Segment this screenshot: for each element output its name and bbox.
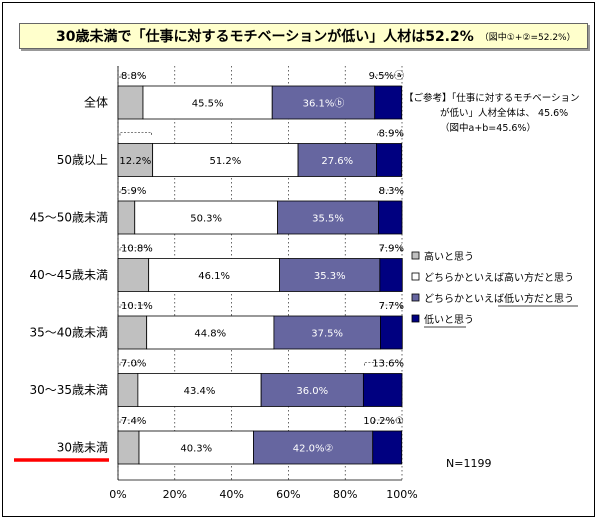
data-label: 42.0%② — [293, 444, 334, 455]
legend-swatch-somewhat-high — [411, 272, 420, 281]
bar-segment — [253, 430, 374, 465]
data-label: 27.6% — [321, 156, 353, 167]
x-tick-label: 100% — [386, 488, 417, 501]
bar-segment — [260, 373, 364, 407]
data-label: 9.5%ⓐ — [369, 70, 404, 82]
bar-segment — [117, 430, 140, 465]
data-label: 35.3% — [314, 271, 346, 282]
data-label: 44.8% — [194, 329, 226, 340]
sample-size-label: N=1199 — [446, 457, 491, 470]
legend-swatch-high — [411, 251, 420, 260]
leader-line — [379, 189, 402, 193]
data-label: 13.6% — [372, 359, 404, 370]
category-label: 全体 — [84, 95, 108, 110]
data-label: 10.8% — [121, 244, 153, 255]
x-tick-label: 80% — [333, 488, 357, 501]
legend-swatch-somewhat-low — [411, 293, 420, 302]
data-label: 10.1% — [121, 301, 153, 312]
x-tick-label: 40% — [219, 488, 243, 501]
data-label: 8.9% — [379, 129, 404, 140]
chart-title-note: （図中①+②=52.2%） — [479, 32, 576, 43]
leader-line — [381, 304, 402, 308]
reference-note-line2: が低い」人材全体は、 45.6% — [440, 107, 568, 119]
title-box: 30歳未満で「仕事に対するモチベーションが低い」人材は52.2% （図中①+②=… — [19, 23, 588, 49]
leader-line — [375, 74, 402, 78]
leader-line — [119, 362, 138, 366]
leader-line — [119, 189, 135, 193]
data-label: 10.2%① — [363, 416, 404, 427]
data-label: 7.0% — [121, 359, 146, 370]
data-label: 36.1%ⓑ — [303, 98, 345, 110]
data-label: 45.5% — [192, 99, 224, 110]
leader-line — [119, 132, 152, 136]
leader-line — [380, 247, 402, 251]
legend-label-high: 高いと思う — [424, 250, 474, 263]
bar-segment — [376, 143, 403, 177]
legend-label-low: 低いと思う — [424, 313, 474, 326]
legend-label-somewhat-low: どちらかといえば低い方だと思う — [424, 292, 574, 305]
data-label: 36.0% — [296, 386, 328, 397]
data-label: 50.3% — [190, 214, 222, 225]
bar-segment — [117, 258, 150, 292]
bar-segment — [134, 200, 279, 235]
bar-segment — [273, 315, 381, 350]
category-label: 35～40歳未満 — [29, 326, 108, 340]
reference-note-line3: （図中a+b=45.6%） — [440, 122, 536, 134]
x-tick-label: 20% — [163, 488, 187, 501]
x-tick-label: 0% — [109, 488, 126, 501]
bar-segment — [362, 373, 403, 407]
bar-segment — [372, 430, 403, 465]
legend: 高いと思う どちらかといえば高い方だと思う どちらかといえば低い方だと思う 低い… — [411, 250, 578, 328]
category-label: 30歳未満 — [57, 441, 108, 455]
data-label: 7.7% — [379, 301, 404, 312]
data-label: 43.4% — [184, 386, 216, 397]
data-label: 8.3% — [379, 186, 404, 197]
leader-line — [119, 74, 143, 78]
data-label: 12.2% — [119, 156, 151, 167]
reference-note-line1: 【ご参考】「仕事に対するモチベーション — [404, 92, 580, 104]
bar-segment — [279, 258, 381, 292]
data-label: 46.1% — [198, 271, 230, 282]
legend-swatch-low — [411, 314, 420, 323]
category-label: 30～35歳未満 — [29, 383, 108, 397]
bar-segment — [374, 85, 403, 120]
leader-line — [119, 247, 148, 251]
bar-segment — [297, 143, 377, 177]
data-label: 51.2% — [209, 156, 241, 167]
data-label: 5.9% — [121, 186, 146, 197]
category-label: 40～45歳未満 — [29, 268, 108, 282]
bar-segment — [277, 200, 379, 235]
x-tick-label: 60% — [276, 488, 300, 501]
leader-line — [364, 362, 402, 366]
bar-segment — [117, 85, 144, 120]
data-label: 37.5% — [311, 329, 343, 340]
bar-segment — [137, 373, 262, 407]
leader-line — [377, 132, 402, 136]
leader-line — [373, 419, 402, 423]
bar-segment — [148, 258, 280, 292]
data-label: 8.8% — [121, 71, 146, 82]
leader-line — [119, 304, 146, 308]
data-label: 35.5% — [312, 214, 344, 225]
bar-segment — [378, 200, 403, 235]
plot-area: 0% 20% 40% 60% 80% 100% 全体 8.8% 45.5% 36.1%ⓑ 9.5%ⓐ… — [29, 66, 418, 501]
bar-segment — [117, 373, 139, 407]
bar-segment — [117, 200, 136, 235]
category-label: 50歳以上 — [57, 153, 108, 167]
leader-line — [119, 419, 139, 423]
bar-segment — [380, 315, 403, 350]
category-label: 45～50歳未満 — [29, 211, 108, 225]
legend-label-somewhat-high: どちらかといえば高い方だと思う — [424, 271, 574, 284]
data-label: 40.3% — [180, 444, 212, 455]
bar-segment — [379, 258, 403, 292]
data-label: 7.9% — [379, 244, 404, 255]
chart-title: 30歳未満で「仕事に対するモチベーションが低い」人材は52.2% — [56, 29, 474, 45]
bar-segment — [117, 315, 148, 350]
data-label: 7.4% — [121, 416, 146, 427]
